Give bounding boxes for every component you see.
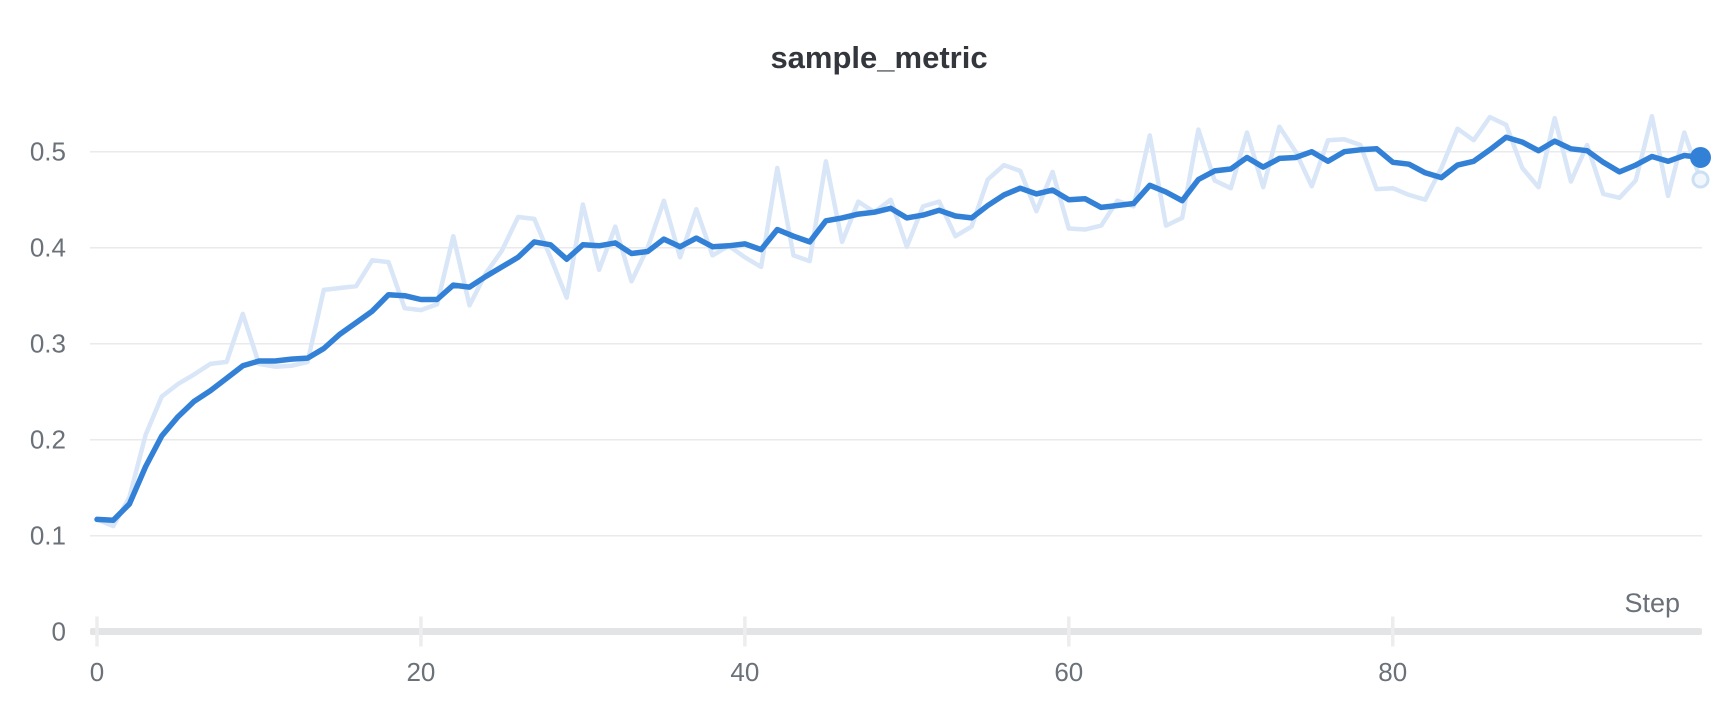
x-tick-label: 80 [1378,657,1407,687]
plot-area[interactable] [90,90,1704,635]
x-tick-label: 40 [730,657,759,687]
smoothed-series-line [94,134,1704,524]
y-tick-label: 0.3 [30,329,66,359]
chart-title: sample_metric [770,40,987,75]
x-axis-tick [95,616,99,647]
tick-labels-layer: 0 0.1 0.2 0.3 0.4 0.5 0 20 40 60 80 [30,137,1407,687]
x-axis-tick [743,616,747,647]
y-tick-label: 0.2 [30,425,66,455]
series-layer [94,113,1712,529]
x-axis-tick [1067,616,1071,647]
x-tick-label: 20 [406,657,435,687]
y-tick-label: 0.5 [30,137,66,167]
x-axis-line [90,628,1702,635]
y-tick-label: 0 [52,617,66,647]
y-tick-label: 0.1 [30,521,66,551]
x-tick-label: 0 [90,657,104,687]
x-axis-tick [1391,616,1395,647]
x-axis-tick [419,616,423,647]
y-tick-label: 0.4 [30,233,66,263]
last-point-dot [1690,146,1712,168]
x-axis-caption: Step [1624,588,1680,618]
x-tick-label: 60 [1054,657,1083,687]
last-point-raw-dot [1691,170,1710,189]
raw-series-line [94,113,1703,529]
x-axis-layer [90,616,1702,647]
gridlines-layer [90,150,1702,537]
